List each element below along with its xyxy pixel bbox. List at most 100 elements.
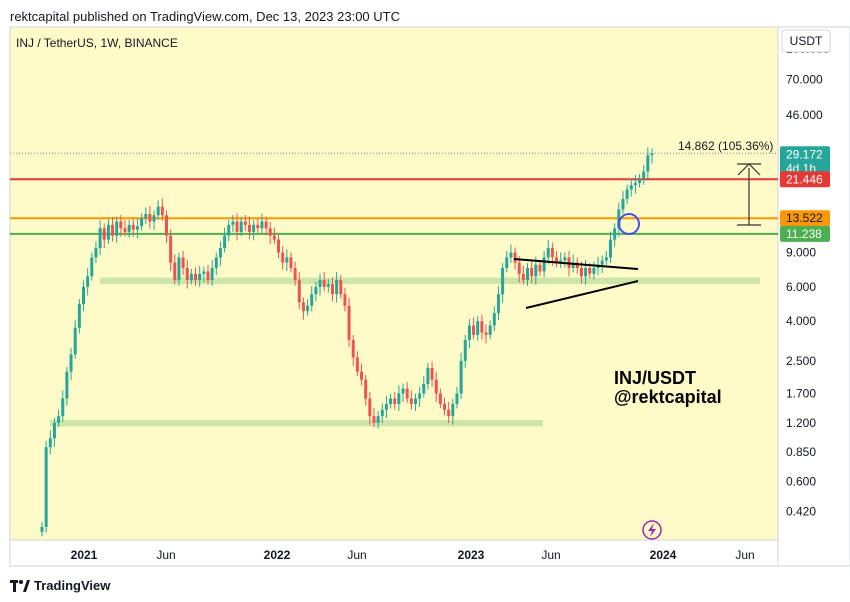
candle-body	[401, 388, 405, 394]
orange-price-badge	[780, 210, 830, 227]
last-price-badge	[780, 146, 830, 177]
candle-body	[119, 221, 123, 229]
candle-body	[198, 273, 202, 281]
x-tick-label: Jun	[347, 548, 366, 562]
candle-body	[48, 438, 52, 448]
candle-body	[40, 526, 44, 532]
candle-body	[476, 321, 480, 335]
candle-body	[339, 280, 343, 295]
candle-body	[111, 224, 115, 236]
candle-body	[152, 215, 156, 222]
candle-body	[604, 257, 608, 261]
candle-body	[355, 357, 359, 372]
x-tick-label: 2021	[71, 548, 98, 562]
candle-body	[73, 327, 77, 355]
candle-body	[57, 416, 61, 423]
candle-body	[426, 367, 430, 385]
candle-body	[455, 393, 459, 405]
candle-body	[393, 398, 397, 405]
candle-body	[135, 226, 139, 230]
currency-label: USDT	[790, 34, 823, 48]
candle-body	[81, 286, 85, 304]
green-price-label: 11.238	[786, 227, 822, 241]
y-tick-label: 2.500	[786, 354, 816, 368]
candle-body	[555, 257, 559, 263]
candle-body	[642, 171, 646, 180]
support-zone	[50, 420, 543, 427]
candle-body	[330, 284, 334, 295]
candle-body	[368, 398, 372, 417]
x-tick-label: Jun	[541, 548, 560, 562]
candle-body	[285, 257, 289, 263]
candle-body	[351, 339, 355, 358]
candle-body	[206, 271, 210, 281]
candle-body	[310, 294, 314, 306]
candle-body	[459, 360, 463, 394]
candle-body	[65, 371, 69, 399]
candle-body	[252, 224, 256, 232]
candle-body	[492, 313, 496, 326]
candle-body	[297, 280, 301, 303]
candle-body	[434, 379, 438, 394]
y-tick-label: 9.000	[786, 246, 816, 260]
candle-body	[173, 262, 177, 281]
candle-body	[430, 367, 434, 380]
candle-body	[52, 422, 56, 439]
annotation-author: @rektcapital	[614, 387, 722, 407]
candle-body	[546, 248, 550, 258]
candle-body	[538, 264, 542, 272]
candle-body	[600, 260, 604, 265]
candle-body	[501, 268, 505, 295]
candle-body	[140, 218, 144, 227]
candle-body	[185, 268, 189, 281]
candle-body	[472, 325, 476, 335]
candle-body	[521, 273, 525, 281]
candle-body	[496, 294, 500, 314]
candle-body	[223, 235, 227, 249]
candle-body	[484, 332, 488, 335]
candle-body	[638, 179, 642, 184]
x-tick-label: 2023	[458, 548, 485, 562]
candle-body	[77, 303, 81, 328]
candle-body	[189, 273, 193, 281]
footer: TradingView	[10, 578, 110, 593]
candle-body	[571, 262, 575, 269]
candle-body	[44, 447, 48, 527]
y-tick-label: 0.850	[786, 445, 816, 459]
triangle-lower-line	[525, 280, 639, 309]
candle-body	[277, 239, 281, 253]
candle-body	[148, 214, 152, 222]
y-axis-ticks: 100.00070.00046.0009.0006.0004.0002.5001…	[786, 42, 830, 518]
candle-body	[169, 235, 173, 263]
candle-body	[384, 404, 388, 410]
currency-button[interactable]: USDT	[781, 29, 831, 53]
candle-body	[127, 224, 131, 232]
candle-body	[218, 248, 222, 258]
y-tick-label: 4.000	[786, 314, 816, 328]
candle-body	[256, 224, 260, 229]
candle-body	[588, 268, 592, 274]
orange-price-label: 13.522	[786, 211, 823, 225]
candle-body	[613, 228, 617, 240]
candle-body	[451, 404, 455, 417]
candle-body	[621, 198, 625, 210]
lightning-icon[interactable]	[642, 520, 662, 540]
candle-body	[372, 416, 376, 423]
candle-body	[592, 268, 596, 274]
candle-body	[480, 321, 484, 333]
candle-body	[164, 215, 168, 236]
tradingview-logo-icon	[10, 579, 30, 592]
candle-body	[247, 224, 251, 232]
y-tick-label: 0.600	[786, 474, 816, 488]
candle-body	[94, 248, 98, 258]
candle-body	[156, 206, 160, 216]
candle-body	[260, 221, 264, 229]
candle-body	[563, 257, 567, 261]
candle-body	[513, 252, 517, 263]
resistance-price-badge	[780, 171, 830, 188]
candle-body	[177, 257, 181, 281]
x-tick-label: 2022	[264, 548, 291, 562]
candle-body	[584, 268, 588, 277]
